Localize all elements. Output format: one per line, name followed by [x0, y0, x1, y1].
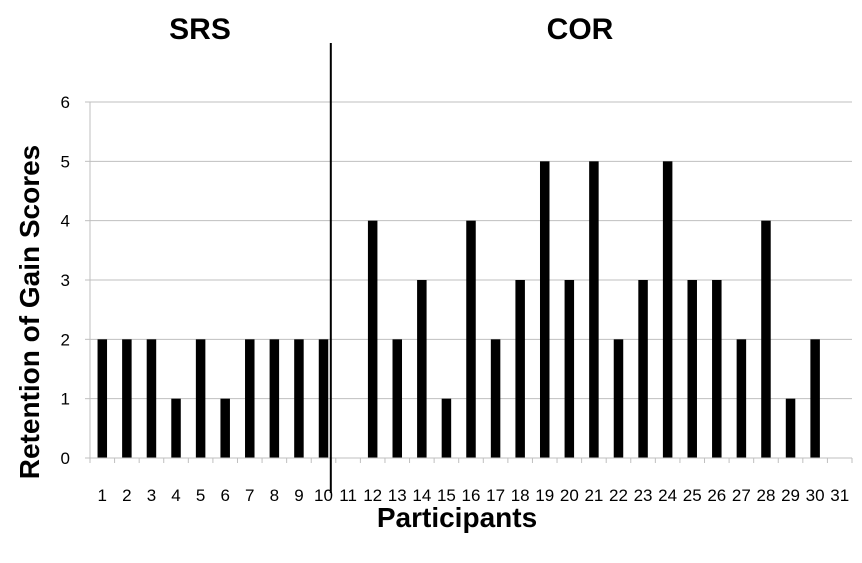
bar-17: [490, 339, 501, 458]
bar-27: [736, 339, 747, 458]
y-axis-title: Retention of Gain Scores: [14, 145, 45, 480]
x-tick-label-22: 22: [609, 486, 628, 505]
bar-7: [245, 339, 255, 458]
y-tick-label-4: 4: [61, 212, 70, 231]
x-tick-label-5: 5: [196, 486, 205, 505]
x-tick-label-29: 29: [781, 486, 800, 505]
x-tick-label-17: 17: [486, 486, 505, 505]
bar-19: [539, 161, 550, 459]
x-tick-label-11: 11: [339, 486, 357, 505]
bar-6: [220, 398, 230, 458]
bar-1: [97, 339, 108, 458]
y-tick-label-1: 1: [61, 390, 70, 409]
x-tick-label-19: 19: [535, 486, 554, 505]
bar-23: [638, 280, 648, 458]
bar-10: [318, 339, 329, 458]
x-axis-title: Participants: [377, 502, 537, 533]
bar-30: [810, 339, 820, 458]
bar-9: [294, 339, 304, 458]
x-tick-label-6: 6: [220, 486, 229, 505]
x-tick-label-10: 10: [314, 486, 333, 505]
y-tick-label-3: 3: [61, 271, 70, 290]
group-label-srs: SRS: [169, 13, 231, 46]
x-tick-label-4: 4: [171, 486, 180, 505]
bar-28: [761, 220, 771, 458]
x-tick-label-7: 7: [245, 486, 254, 505]
x-tick-label-9: 9: [294, 486, 303, 505]
bars: [97, 161, 820, 459]
x-tick-labels: 1 2 3 4 5 6 7 8 9 10 11 12 13 14 15 16 17 18 19 20 21 22 23 24 2…: [98, 486, 850, 505]
x-tick-label-14: 14: [412, 486, 431, 505]
bar-18: [515, 280, 525, 458]
x-tick-label-26: 26: [707, 486, 726, 505]
x-tick-label-13: 13: [388, 486, 407, 505]
bar-3: [146, 339, 157, 458]
axes: [85, 43, 853, 493]
bar-24: [662, 161, 673, 459]
group-label-cor: COR: [547, 13, 614, 46]
group-labels: SRS COR: [169, 13, 614, 46]
bar-20: [564, 280, 575, 458]
bar-2: [122, 339, 132, 458]
bar-21: [589, 161, 599, 459]
x-tick-label-12: 12: [363, 486, 382, 505]
bar-8: [269, 339, 280, 458]
x-tick-label-21: 21: [584, 486, 603, 505]
x-tick-label-18: 18: [511, 486, 530, 505]
x-tick-label-27: 27: [732, 486, 751, 505]
x-tick-label-16: 16: [462, 486, 481, 505]
y-tick-labels: 0 1 2 3 4 5 6: [61, 93, 70, 468]
bar-12: [367, 220, 378, 458]
x-tick-label-8: 8: [270, 486, 279, 505]
x-tick-label-1: 1: [98, 486, 107, 505]
bar-13: [392, 339, 403, 458]
x-tick-label-24: 24: [658, 486, 677, 505]
bar-22: [613, 339, 624, 458]
bar-15: [441, 398, 452, 458]
bar-5: [195, 339, 206, 458]
bar-25: [687, 280, 697, 458]
x-tick-label-3: 3: [147, 486, 156, 505]
x-tick-label-30: 30: [806, 486, 825, 505]
y-tick-label-0: 0: [61, 449, 70, 468]
x-tick-label-2: 2: [122, 486, 131, 505]
x-tick-label-15: 15: [437, 486, 456, 505]
bar-4: [171, 398, 181, 458]
y-tick-label-6: 6: [61, 93, 70, 112]
x-tick-label-23: 23: [634, 486, 653, 505]
x-tick-label-28: 28: [757, 486, 776, 505]
bar-29: [785, 398, 796, 458]
y-tick-label-2: 2: [61, 330, 70, 349]
y-tick-label-5: 5: [61, 152, 70, 171]
x-tick-label-25: 25: [683, 486, 702, 505]
bar-26: [712, 280, 722, 458]
bar-14: [417, 280, 427, 458]
bar-16: [466, 220, 476, 458]
x-tick-label-31: 31: [830, 486, 849, 505]
x-tick-label-20: 20: [560, 486, 579, 505]
